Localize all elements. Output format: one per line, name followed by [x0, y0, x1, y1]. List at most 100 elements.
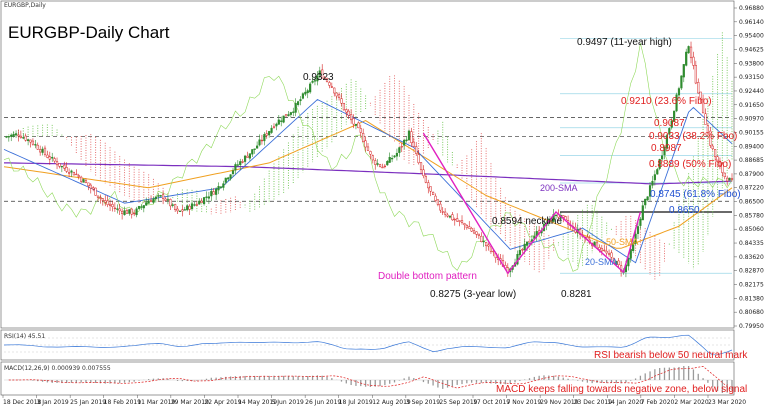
candle-body	[67, 172, 71, 174]
candle-body	[692, 56, 695, 66]
y-tick-label: 0.79950	[739, 323, 764, 330]
candle-body	[202, 197, 206, 205]
candle-body	[680, 75, 683, 89]
y-tick-label: 0.92440	[739, 88, 764, 95]
rsi-line	[3, 334, 733, 356]
candle-body	[27, 139, 30, 142]
x-tick-label: 7 Feb 2020	[641, 399, 675, 406]
candle-body	[140, 206, 143, 208]
candle-body	[289, 112, 292, 115]
candle-body	[299, 99, 302, 102]
candle-body	[721, 163, 724, 173]
candle-body	[711, 145, 714, 150]
candle-body	[444, 211, 447, 215]
candle-body	[75, 173, 78, 176]
candle-body	[125, 210, 129, 214]
candle-body	[730, 178, 734, 180]
candle-body	[70, 170, 73, 173]
y-tick-label: 0.87220	[739, 185, 764, 192]
candle-body	[188, 205, 191, 210]
candle-body	[43, 147, 47, 155]
candle-body	[699, 91, 702, 99]
candle-body	[460, 220, 464, 223]
candle-body	[325, 78, 329, 82]
candle-body	[275, 123, 278, 127]
candle-body	[210, 190, 213, 197]
candle-body	[152, 198, 155, 203]
candle-body	[178, 210, 182, 212]
candle-body	[446, 214, 449, 217]
candle-body	[424, 176, 427, 183]
candle-body	[118, 208, 121, 212]
candle-body	[215, 188, 218, 195]
candle-body	[472, 230, 476, 234]
candle-body	[665, 135, 669, 149]
candle-body	[366, 146, 370, 151]
y-tick-label: 0.93150	[739, 74, 764, 81]
candle-body	[646, 196, 649, 201]
y-axis: 0.96880 0.96140 0.95400 0.94625 0.93800 0.931…	[734, 5, 764, 330]
candle-body	[485, 242, 488, 247]
y-tick-label: 0.94625	[739, 46, 764, 53]
x-tick-label: 18 Feb 2019	[104, 399, 142, 406]
x-tick-label: 25 Sep 2019	[439, 399, 477, 406]
y-tick-label: 0.95400	[739, 33, 764, 40]
candle-body	[169, 198, 172, 207]
candle-body	[87, 182, 90, 186]
candle-body	[58, 163, 61, 167]
label-level-8650: 0.8650	[669, 205, 700, 216]
candle-body	[381, 166, 384, 169]
candle-body	[677, 88, 681, 96]
y-tick-label: 0.93800	[739, 60, 764, 67]
candle-body	[309, 83, 312, 93]
label-3-year-low: 0.8275 (3-year low)	[430, 289, 516, 300]
candle-body	[463, 223, 466, 226]
macd-panel-frame	[0, 361, 735, 396]
candle-body	[458, 220, 461, 222]
candle-body	[113, 207, 116, 210]
candle-body	[658, 159, 661, 169]
macd-signal-line	[8, 366, 733, 391]
candle-body	[313, 80, 317, 82]
symbol-tag: EURGBP,Daily	[4, 2, 46, 9]
candle-body	[63, 164, 66, 169]
candle-body	[99, 197, 102, 199]
x-tick-label: 2 Mar 2020	[674, 399, 708, 406]
y-tick-label: 0.80680	[739, 309, 764, 316]
candle-body	[648, 185, 652, 197]
y-tick-label: 0.85780	[739, 212, 764, 219]
candle-body	[526, 241, 529, 246]
candle-body	[697, 82, 700, 94]
indicator-lines-layer	[3, 43, 733, 272]
candle-body	[135, 208, 138, 216]
candle-body	[656, 169, 659, 175]
rsi-panel-frame	[0, 329, 735, 361]
candle-body	[335, 92, 338, 97]
candle-body	[333, 87, 336, 94]
label-50-sma: 50-SMA	[606, 237, 639, 247]
candle-body	[487, 244, 490, 247]
candle-body	[395, 152, 399, 157]
candle-body	[323, 77, 326, 80]
candle-body	[668, 128, 671, 135]
candle-body	[41, 148, 44, 153]
candle-body	[53, 158, 56, 162]
candle-body	[518, 250, 521, 255]
candle-body	[709, 130, 712, 146]
candle-body	[176, 208, 179, 212]
candle-body	[24, 135, 27, 141]
candle-body	[398, 147, 401, 153]
label-level-8987: 0.8987	[651, 143, 682, 154]
candle-body	[263, 134, 266, 142]
candle-body	[528, 240, 531, 243]
candle-body	[239, 161, 242, 166]
candle-body	[673, 110, 676, 122]
candle-body	[130, 208, 133, 215]
candle-body	[350, 114, 353, 120]
candle-body	[600, 248, 603, 252]
y-tick-label: 0.81380	[739, 295, 764, 302]
candle-body	[205, 196, 208, 198]
candle-body	[456, 218, 459, 222]
candle-body	[128, 209, 131, 214]
candle-body	[318, 70, 321, 76]
